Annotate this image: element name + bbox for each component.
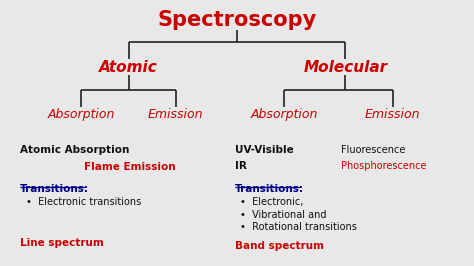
Text: Atomic: Atomic <box>99 60 158 75</box>
Text: Flame Emission: Flame Emission <box>84 162 175 172</box>
Text: Line spectrum: Line spectrum <box>20 238 104 248</box>
Text: Atomic Absorption: Atomic Absorption <box>20 145 129 155</box>
Text: Absorption: Absorption <box>250 108 318 121</box>
Text: •  Vibrational and: • Vibrational and <box>240 210 327 220</box>
Text: Emission: Emission <box>365 108 420 121</box>
Text: Absorption: Absorption <box>48 108 115 121</box>
Text: •  Electronic,: • Electronic, <box>240 197 304 207</box>
Text: •  Rotational transitions: • Rotational transitions <box>240 222 357 232</box>
Text: Transitions:: Transitions: <box>20 184 89 194</box>
Text: Emission: Emission <box>148 108 203 121</box>
Text: IR: IR <box>235 161 246 171</box>
Text: Fluorescence: Fluorescence <box>341 145 405 155</box>
Text: Spectroscopy: Spectroscopy <box>157 10 317 30</box>
Text: Phosphorescence: Phosphorescence <box>341 161 426 171</box>
Text: Molecular: Molecular <box>303 60 387 75</box>
Text: •  Electronic transitions: • Electronic transitions <box>26 197 141 207</box>
Text: Transitions:: Transitions: <box>235 184 304 194</box>
Text: UV-Visible: UV-Visible <box>235 145 293 155</box>
Text: Band spectrum: Band spectrum <box>235 241 324 251</box>
